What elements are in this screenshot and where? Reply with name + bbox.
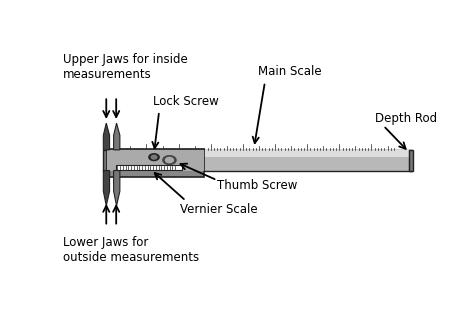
Circle shape [165,157,173,163]
Circle shape [151,155,157,159]
Circle shape [149,154,159,161]
Text: Depth Rod: Depth Rod [375,112,438,125]
Text: Upper Jaws for inside
measurements: Upper Jaws for inside measurements [63,53,188,81]
Text: Lower Jaws for
outside measurements: Lower Jaws for outside measurements [63,236,199,264]
FancyBboxPatch shape [107,150,412,157]
Text: Thumb Screw: Thumb Screw [217,179,298,191]
FancyBboxPatch shape [409,150,413,171]
FancyBboxPatch shape [107,149,204,177]
Polygon shape [103,123,109,150]
Polygon shape [114,171,120,206]
FancyBboxPatch shape [409,150,412,171]
FancyBboxPatch shape [116,165,182,170]
FancyBboxPatch shape [107,150,204,171]
Text: Lock Screw: Lock Screw [153,95,219,108]
Polygon shape [103,171,109,206]
FancyBboxPatch shape [107,150,412,171]
Polygon shape [114,123,120,150]
FancyBboxPatch shape [102,150,110,171]
Text: Main Scale: Main Scale [258,65,321,78]
Text: Vernier Scale: Vernier Scale [181,203,258,216]
Circle shape [163,156,176,164]
